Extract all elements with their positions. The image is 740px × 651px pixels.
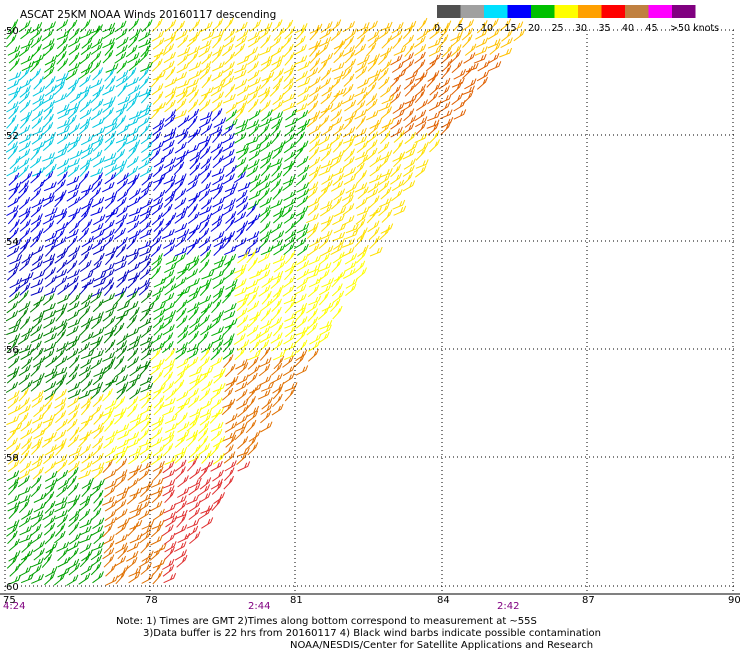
legend-swatch	[507, 5, 531, 18]
legend-label: 40	[622, 23, 634, 34]
latitude-label: 60	[6, 582, 19, 593]
legend-label: 30	[575, 23, 587, 34]
legend-label: 45	[646, 23, 658, 34]
longitude-label: 84	[437, 595, 450, 606]
time-label: 2:42	[497, 601, 519, 612]
wind-speed-legend: 0 5 10 15 20 25 30 35 40 45 >50 knots	[435, 5, 719, 34]
latitude-label: 58	[6, 453, 19, 464]
legend-swatch	[601, 5, 625, 18]
longitude-label: 78	[145, 595, 158, 606]
note-line-1: Note: 1) Times are GMT 2)Times along bot…	[116, 616, 537, 627]
legend-swatch	[460, 5, 484, 18]
latitude-label: 56	[6, 345, 19, 356]
legend-label: >50 knots	[670, 23, 719, 34]
note-line-2: 3)Data buffer is 22 hrs from 20160117 4)…	[143, 628, 601, 639]
map-title: ASCAT 25KM NOAA Winds 20160117 descendin…	[20, 9, 277, 21]
legend-label: 10	[481, 23, 493, 34]
lat-lon-grid	[0, 29, 740, 595]
time-label: 4:24	[3, 601, 25, 612]
legend-swatch	[554, 5, 578, 18]
latitude-label: 52	[6, 131, 19, 142]
legend-label: 15	[505, 23, 517, 34]
legend-swatch	[578, 5, 602, 18]
legend-swatch	[437, 5, 461, 18]
legend-label: 35	[599, 23, 611, 34]
legend-label: 5	[458, 23, 464, 34]
legend-swatch	[648, 5, 672, 18]
longitude-label: 90	[728, 595, 740, 606]
legend-swatch	[672, 5, 696, 18]
note-line-3: NOAA/NESDIS/Center for Satellite Applica…	[290, 640, 594, 651]
wind-barbs	[5, 17, 526, 586]
longitude-label: 87	[582, 595, 595, 606]
legend-swatch	[531, 5, 555, 18]
legend-swatch	[484, 5, 508, 18]
legend-label: 25	[552, 23, 564, 34]
latitude-label: 54	[6, 237, 19, 248]
longitude-label: 75	[3, 595, 16, 606]
time-label: 2:44	[248, 601, 270, 612]
legend-swatch	[625, 5, 649, 18]
longitude-label: 81	[290, 595, 303, 606]
legend-label: 20	[528, 23, 540, 34]
latitude-label: 50	[6, 26, 19, 37]
legend-label: 0	[435, 23, 440, 34]
